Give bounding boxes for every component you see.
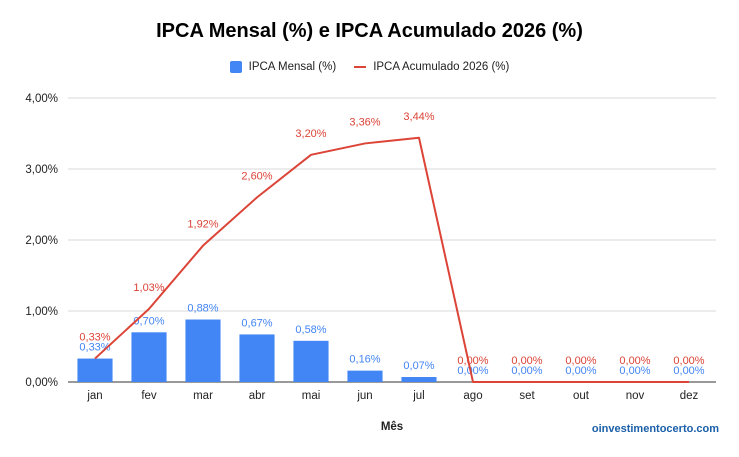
bar-data-label: 0,67%	[241, 317, 272, 329]
line-data-label: 0,00%	[511, 355, 542, 367]
line-data-label: 0,33%	[79, 332, 110, 344]
bar-data-label: 0,00%	[619, 365, 650, 377]
bar	[77, 358, 113, 382]
x-tick-label: fev	[141, 390, 157, 402]
line-data-label: 0,00%	[619, 355, 650, 367]
y-tick-label: 0,00%	[25, 377, 58, 389]
line-data-label: 2,60%	[241, 170, 272, 182]
legend-swatch-mensal	[229, 61, 242, 73]
x-tick-label: dez	[680, 390, 699, 402]
x-tick-label: out	[573, 390, 590, 402]
bar-data-label: 0,58%	[295, 324, 326, 336]
y-tick-label: 4,00%	[25, 93, 58, 105]
line-data-label: 3,44%	[403, 111, 434, 123]
x-tick-label: nov	[626, 390, 645, 402]
x-tick-label: jun	[356, 390, 372, 402]
x-tick-label: mai	[302, 390, 321, 402]
x-tick-label: jan	[86, 390, 102, 402]
bar-data-label: 0,07%	[403, 360, 434, 372]
chart-legend: IPCA Mensal (%) IPCA Acumulado 2026 (%)	[0, 61, 739, 73]
legend-label-mensal: IPCA Mensal (%)	[248, 61, 337, 73]
legend-item-acumulado[interactable]: IPCA Acumulado 2026 (%)	[354, 61, 509, 73]
legend-swatch-acumulado	[354, 66, 367, 68]
x-tick-label: set	[519, 390, 535, 402]
line-data-label: 0,00%	[673, 355, 704, 367]
y-tick-label: 3,00%	[25, 164, 58, 176]
bar-data-label: 0,88%	[187, 303, 218, 315]
bar-data-label: 0,00%	[565, 365, 596, 377]
x-axis-title: Mês	[381, 421, 403, 433]
watermark: oinvestimentocerto.com	[591, 423, 719, 435]
bar	[185, 319, 221, 382]
bar	[131, 332, 167, 382]
bar	[401, 377, 437, 382]
bar-data-label: 0,16%	[349, 354, 380, 366]
bar	[347, 370, 383, 382]
x-tick-label: ago	[463, 390, 482, 402]
line-series-acumulado	[94, 136, 689, 383]
x-tick-label: mar	[193, 390, 213, 402]
x-tick-label: jul	[412, 390, 425, 402]
line-data-label: 1,92%	[187, 219, 218, 231]
legend-label-acumulado: IPCA Acumulado 2026 (%)	[373, 61, 510, 73]
legend-item-mensal[interactable]: IPCA Mensal (%)	[229, 61, 337, 73]
bar	[239, 334, 275, 382]
bar	[293, 340, 329, 382]
bar-data-label: 0,00%	[511, 365, 542, 377]
bar-data-label: 0,00%	[673, 365, 704, 377]
bar-data-label: 0,00%	[457, 365, 488, 377]
bar-data-label: 0,70%	[133, 315, 164, 327]
y-tick-label: 2,00%	[25, 235, 58, 247]
chart-title: IPCA Mensal (%) e IPCA Acumulado 2026 (%…	[156, 20, 583, 42]
line-data-label: 1,03%	[133, 282, 164, 294]
line-data-label: 0,00%	[457, 355, 488, 367]
x-tick-label: abr	[249, 390, 266, 402]
line-data-label: 0,00%	[565, 355, 596, 367]
line-data-label: 3,36%	[349, 116, 380, 128]
y-tick-label: 1,00%	[25, 306, 58, 318]
line-data-label: 3,20%	[295, 128, 326, 140]
